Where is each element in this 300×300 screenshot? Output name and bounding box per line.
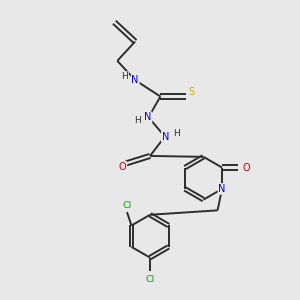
Text: Cl: Cl [146, 275, 154, 284]
Text: N: N [131, 75, 139, 85]
Text: N: N [162, 132, 169, 142]
Text: Cl: Cl [122, 201, 132, 210]
Text: O: O [119, 162, 127, 172]
Text: N: N [218, 184, 226, 194]
Text: H: H [173, 129, 179, 138]
Text: N: N [144, 112, 152, 122]
Text: H: H [122, 72, 128, 81]
Text: H: H [134, 116, 141, 125]
Text: O: O [243, 163, 250, 172]
Text: S: S [188, 87, 194, 97]
